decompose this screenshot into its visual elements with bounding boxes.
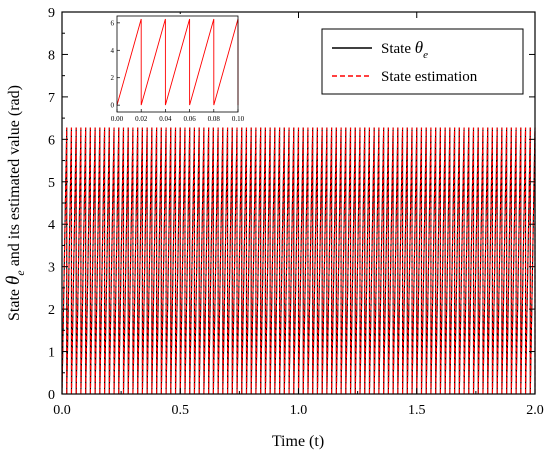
inset-x-tick-label: 0.06 xyxy=(183,115,196,123)
y-axis-label: State θe and its estimated value (rad) xyxy=(3,85,27,321)
inset-x-tick-label: 0.08 xyxy=(208,115,221,123)
x-tick-label: 0.5 xyxy=(172,403,190,418)
inset-y-tick-label: 0 xyxy=(111,102,115,110)
y-tick-label: 0 xyxy=(48,388,55,403)
y-tick-label: 3 xyxy=(48,261,55,276)
y-axis-label-symbol: θ xyxy=(3,276,24,285)
main-plot-data xyxy=(61,127,536,395)
y-tick-label: 2 xyxy=(48,303,55,318)
x-tick-label: 0.0 xyxy=(53,403,71,418)
inset-x-tick-label: 0.00 xyxy=(111,115,124,123)
x-axis-label: Time (t) xyxy=(272,433,324,450)
inset-axes: 0.00 0.02 0.04 0.06 0.08 0.10 0 2 4 6 xyxy=(111,19,245,123)
inset-y-tick-label: 6 xyxy=(111,19,115,27)
inset-y-tick-label: 4 xyxy=(111,47,115,55)
inset-series-line xyxy=(116,18,239,106)
inset-frame xyxy=(116,15,239,113)
legend-entry-state: State θe xyxy=(381,38,428,61)
legend-entry-estimation: State estimation xyxy=(381,69,478,85)
x-tick-label: 1.0 xyxy=(290,403,308,418)
axes: 0.0 0.5 1.0 1.5 2.0 0 1 2 3 4 5 6 7 8 9 xyxy=(48,6,544,418)
inset-y-tick-label: 2 xyxy=(111,74,115,82)
inset-x-tick-label: 0.10 xyxy=(232,115,245,123)
y-tick-label: 6 xyxy=(48,133,55,148)
x-tick-label: 2.0 xyxy=(526,403,544,418)
inset-x-tick-label: 0.04 xyxy=(159,115,172,123)
y-tick-label: 5 xyxy=(48,176,55,191)
y-tick-label: 9 xyxy=(48,6,55,21)
legend: State θe State estimation xyxy=(321,28,524,95)
legend-state-prefix: State xyxy=(381,41,415,57)
inset-chart: 0.00 0.02 0.04 0.06 0.08 0.10 0 2 4 6 xyxy=(111,14,245,123)
legend-state-subscript: e xyxy=(423,49,428,61)
x-tick-label: 1.5 xyxy=(408,403,426,418)
inset-x-tick-label: 0.02 xyxy=(135,115,148,123)
series-line-state-estimation xyxy=(61,127,536,395)
y-axis-label-subscript: e xyxy=(13,270,27,276)
y-axis-label-suffix: and its estimated value (rad) xyxy=(6,85,23,270)
inset-plot-data xyxy=(116,18,239,106)
legend-box xyxy=(321,28,524,95)
y-tick-label: 1 xyxy=(48,346,55,361)
y-axis-label-prefix: State xyxy=(6,285,23,321)
inset-background xyxy=(111,14,240,118)
y-tick-label: 7 xyxy=(48,91,55,106)
y-tick-label: 8 xyxy=(48,48,55,63)
y-tick-label: 4 xyxy=(48,218,55,233)
legend-state-symbol: θ xyxy=(415,38,423,57)
